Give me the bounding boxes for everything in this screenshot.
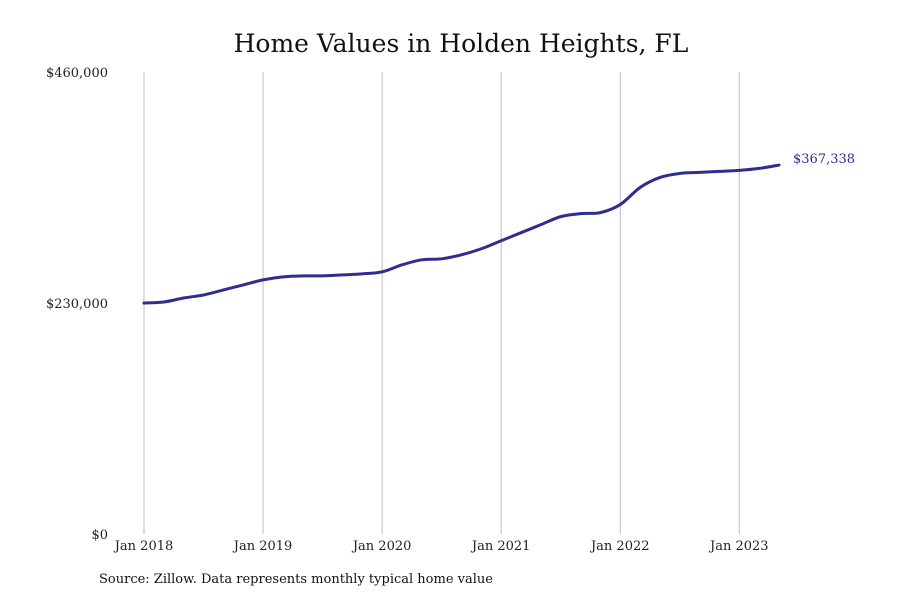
end-value-label: $367,338 [793,152,855,167]
y-tick-label: $460,000 [46,66,108,81]
y-tick-label: $0 [91,528,108,543]
x-tick-label: Jan 2021 [470,539,531,554]
gridlines [143,72,740,534]
x-tick-label: Jan 2023 [708,539,769,554]
x-tick-label: Jan 2019 [232,539,293,554]
x-tick-label: Jan 2020 [351,539,412,554]
x-tick-label: Jan 2018 [113,539,174,554]
source-note: Source: Zillow. Data represents monthly … [99,572,493,587]
series-layer [142,163,781,305]
x-tick-label: Jan 2022 [589,539,650,554]
y-tick-label: $230,000 [46,297,108,312]
x-axis-ticks: Jan 2018 Jan 2019 Jan 2020 Jan 2021 Jan 2022… [113,539,769,554]
chart-title: Home Values in Holden Heights, FL [234,29,689,58]
series-line [142,163,781,305]
y-axis-ticks: $0 $230,000 $460,000 [46,66,108,543]
